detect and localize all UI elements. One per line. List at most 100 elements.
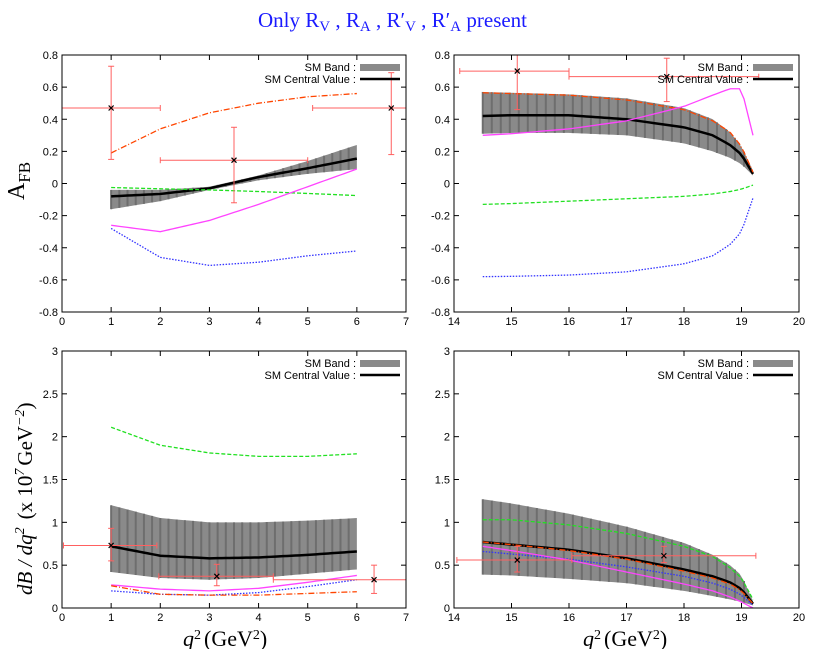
y-axis-label-branching: dB / dq2(x 107GeV−2) bbox=[13, 402, 37, 595]
y-tick-label: 0.6 bbox=[43, 82, 58, 94]
data-point bbox=[571, 545, 757, 564]
y-tick-label: 1.5 bbox=[43, 475, 58, 487]
y-tick-label: -0.6 bbox=[431, 275, 450, 287]
y-tick-label: 0.5 bbox=[43, 560, 58, 572]
series-magenta bbox=[111, 574, 357, 592]
x-tick-label: 7 bbox=[403, 316, 409, 328]
x-tick-label: 5 bbox=[305, 612, 311, 624]
sm-central-line bbox=[110, 545, 357, 560]
series-orange bbox=[111, 585, 357, 596]
data-point bbox=[158, 563, 274, 587]
y-tick-label: 2.5 bbox=[435, 389, 450, 401]
y-tick-label: 0 bbox=[444, 603, 450, 615]
point-marker bbox=[231, 157, 237, 164]
series-magenta bbox=[111, 168, 358, 233]
point-marker bbox=[660, 552, 667, 559]
y-tick-label: 0.8 bbox=[43, 50, 58, 62]
series-blue bbox=[482, 197, 754, 278]
y-tick-label: 0.2 bbox=[435, 146, 450, 158]
legend-sm-band-swatch bbox=[753, 64, 793, 71]
data-point bbox=[459, 55, 570, 111]
legend-sm-band-label: SM Band : bbox=[305, 358, 356, 370]
data-point bbox=[456, 545, 573, 573]
x-tick-label: 16 bbox=[563, 316, 575, 328]
panel-top-left: 0 1 2 3 4 5 6 7 -0.8 -0.6 -0.4 -0.2 0 0.2 0.4 0.6 0.8 SM … bbox=[39, 50, 409, 328]
panel-top-right: 14 15 16 17 18 19 20 -0.8 -0.6 -0.4 -0.2 0 0.2 0.4 0.6… bbox=[431, 50, 805, 328]
y-tick-label: 2.5 bbox=[43, 389, 58, 401]
sm-central-line bbox=[482, 113, 755, 175]
data-point bbox=[568, 57, 760, 103]
x-tick-label: 16 bbox=[563, 612, 575, 624]
point-marker bbox=[108, 105, 115, 111]
legend-sm-band-swatch bbox=[360, 64, 400, 71]
x-tick-label: 3 bbox=[206, 316, 212, 328]
x-tick-label: 6 bbox=[354, 612, 360, 624]
x-tick-label: 1 bbox=[108, 612, 114, 624]
legend-sm-band-swatch bbox=[360, 360, 400, 367]
panel-bottom-right: 14 15 16 17 18 19 20 0 0.5 1 1.5 2 2.5 3 SM Band :SM C… bbox=[435, 346, 805, 624]
y-tick-label: 1 bbox=[52, 517, 58, 529]
x-tick-label: 14 bbox=[448, 612, 460, 624]
series-blue bbox=[482, 550, 754, 606]
point-marker bbox=[371, 576, 377, 583]
legend-sm-central-label: SM Central Value : bbox=[657, 370, 749, 382]
y-axis-label-afb: AFB bbox=[4, 162, 34, 200]
x-axis-label-right: q2 (GeV2) bbox=[583, 626, 667, 649]
legend-sm-central-label: SM Central Value : bbox=[264, 74, 356, 86]
legend-sm-band-label: SM Band : bbox=[698, 358, 749, 370]
y-tick-label: 1 bbox=[444, 517, 450, 529]
x-tick-label: 5 bbox=[305, 316, 311, 328]
legend-sm-central-label: SM Central Value : bbox=[657, 74, 749, 86]
y-tick-label: 2 bbox=[52, 432, 58, 444]
x-tick-label: 19 bbox=[735, 316, 747, 328]
y-tick-label: 0.8 bbox=[435, 50, 450, 62]
y-tick-label: 0.6 bbox=[435, 82, 450, 94]
series-green bbox=[482, 184, 754, 206]
y-tick-label: 0 bbox=[52, 603, 58, 615]
legend-sm-band-label: SM Band : bbox=[305, 62, 356, 74]
y-tick-label: 0.2 bbox=[43, 146, 58, 158]
y-tick-label: 3 bbox=[444, 346, 450, 358]
y-tick-label: -0.4 bbox=[39, 243, 58, 255]
data-point bbox=[272, 564, 406, 594]
series-magenta bbox=[482, 88, 754, 136]
x-tick-label: 2 bbox=[157, 316, 163, 328]
y-tick-label: 3 bbox=[52, 346, 58, 358]
x-tick-label: 6 bbox=[354, 316, 360, 328]
legend-sm-band-swatch bbox=[753, 360, 793, 367]
point-marker bbox=[514, 68, 521, 74]
x-tick-label: 3 bbox=[206, 612, 212, 624]
x-tick-label: 15 bbox=[505, 612, 517, 624]
series-blue bbox=[111, 579, 357, 596]
point-marker bbox=[663, 73, 670, 80]
x-tick-label: 1 bbox=[108, 316, 114, 328]
panel-bottom-left: 0 1 2 3 4 5 6 7 0 0.5 1 1.5 2 2.5 3 SM Band :SM Central… bbox=[43, 346, 409, 624]
series-orange bbox=[482, 541, 754, 605]
y-tick-label: 0.4 bbox=[43, 114, 58, 126]
x-axis-label-left: q2 (GeV2) bbox=[183, 626, 267, 649]
x-tick-label: 14 bbox=[448, 316, 460, 328]
y-tick-label: -0.2 bbox=[39, 211, 58, 223]
data-point bbox=[62, 65, 161, 160]
series-orange bbox=[482, 92, 754, 173]
series-orange bbox=[110, 92, 357, 154]
y-tick-label: 1.5 bbox=[435, 475, 450, 487]
x-tick-label: 18 bbox=[678, 612, 690, 624]
x-tick-label: 0 bbox=[59, 612, 65, 624]
point-marker bbox=[108, 542, 115, 549]
x-tick-label: 0 bbox=[59, 316, 65, 328]
legend-sm-central-label: SM Central Value : bbox=[264, 370, 356, 382]
y-tick-label: -0.4 bbox=[431, 243, 450, 255]
x-tick-label: 17 bbox=[620, 612, 632, 624]
y-tick-label: -0.8 bbox=[39, 307, 58, 319]
y-tick-label: 0.5 bbox=[435, 560, 450, 572]
x-tick-label: 4 bbox=[256, 316, 262, 328]
x-tick-label: 20 bbox=[793, 612, 805, 624]
x-tick-label: 2 bbox=[157, 612, 163, 624]
y-tick-label: 0 bbox=[444, 179, 450, 191]
y-tick-label: -0.6 bbox=[39, 275, 58, 287]
legend-sm-band-label: SM Band : bbox=[698, 62, 749, 74]
series-magenta bbox=[482, 545, 754, 609]
point-marker bbox=[514, 557, 521, 563]
